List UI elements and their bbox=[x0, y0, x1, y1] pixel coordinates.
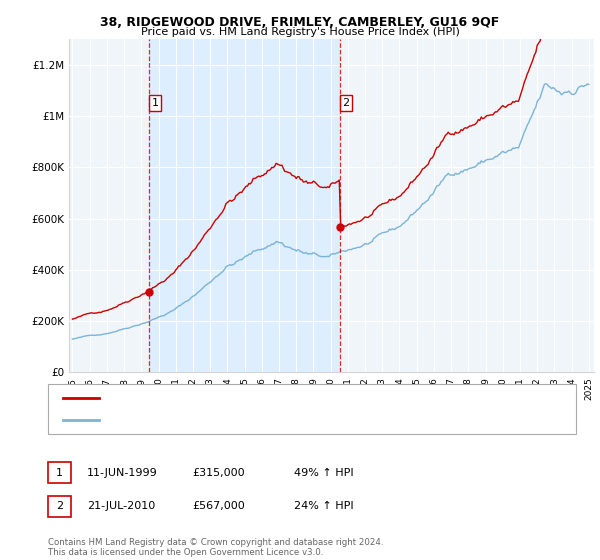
Text: Price paid vs. HM Land Registry's House Price Index (HPI): Price paid vs. HM Land Registry's House … bbox=[140, 27, 460, 37]
Text: 49% ↑ HPI: 49% ↑ HPI bbox=[294, 468, 353, 478]
Text: 11-JUN-1999: 11-JUN-1999 bbox=[87, 468, 158, 478]
Text: HPI: Average price, detached house, Surrey Heath: HPI: Average price, detached house, Surr… bbox=[105, 415, 350, 425]
Bar bbox=[149, 39, 340, 372]
Text: 1: 1 bbox=[151, 98, 158, 108]
Text: 2: 2 bbox=[343, 98, 350, 108]
Text: 21-JUL-2010: 21-JUL-2010 bbox=[87, 501, 155, 511]
Text: 38, RIDGEWOOD DRIVE, FRIMLEY, CAMBERLEY, GU16 9QF: 38, RIDGEWOOD DRIVE, FRIMLEY, CAMBERLEY,… bbox=[100, 16, 500, 29]
Text: 1: 1 bbox=[56, 468, 63, 478]
Text: 38, RIDGEWOOD DRIVE, FRIMLEY, CAMBERLEY, GU16 9QF (detached house): 38, RIDGEWOOD DRIVE, FRIMLEY, CAMBERLEY,… bbox=[105, 393, 478, 403]
Text: 2: 2 bbox=[56, 501, 63, 511]
Text: Contains HM Land Registry data © Crown copyright and database right 2024.
This d: Contains HM Land Registry data © Crown c… bbox=[48, 538, 383, 557]
Text: 24% ↑ HPI: 24% ↑ HPI bbox=[294, 501, 353, 511]
Text: £567,000: £567,000 bbox=[192, 501, 245, 511]
Text: £315,000: £315,000 bbox=[192, 468, 245, 478]
